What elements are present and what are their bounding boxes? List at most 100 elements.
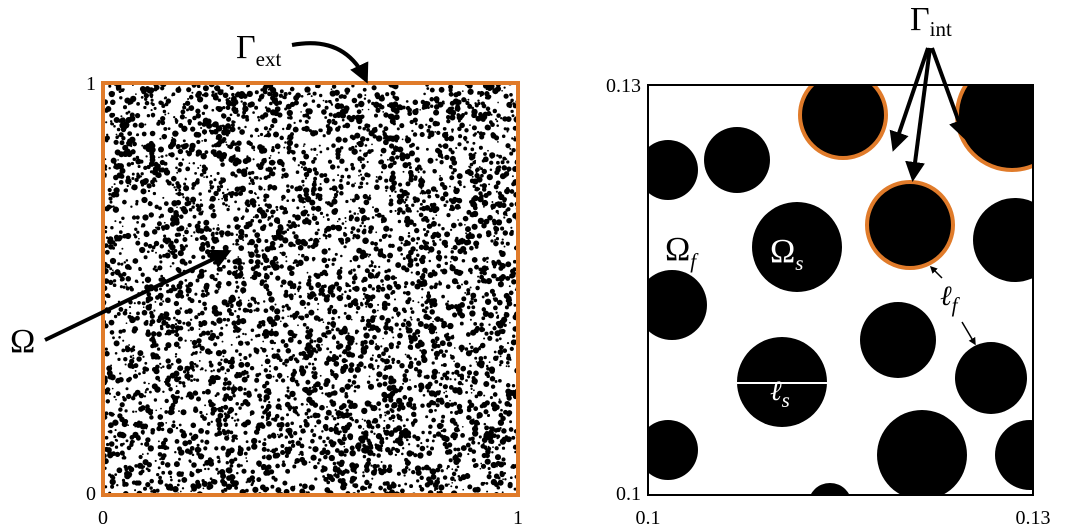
particle (415, 271, 420, 276)
particle (236, 194, 238, 196)
particle (142, 301, 146, 305)
particle (492, 88, 498, 94)
particle (175, 333, 179, 337)
particle (148, 410, 153, 415)
particle (364, 94, 366, 96)
particle (201, 367, 204, 370)
particle (271, 272, 273, 274)
particle (166, 364, 171, 369)
particle (245, 333, 247, 335)
particle (350, 466, 356, 472)
particle (496, 219, 502, 225)
particle (486, 107, 491, 112)
particle (349, 336, 355, 342)
particle (509, 93, 513, 97)
particle (188, 297, 192, 301)
particle (197, 167, 199, 169)
particle (474, 357, 477, 360)
particle (376, 424, 381, 429)
particle (335, 196, 337, 198)
particle (143, 306, 145, 308)
particle (482, 169, 487, 174)
particle (368, 303, 374, 309)
particle (355, 104, 359, 108)
particle (316, 419, 321, 424)
particle (271, 476, 275, 480)
particle (391, 447, 395, 451)
particle (476, 361, 478, 363)
particle (417, 165, 422, 170)
particle (245, 224, 250, 229)
particle (120, 278, 124, 282)
particle (209, 361, 212, 364)
particle (509, 291, 514, 296)
particle (344, 312, 347, 315)
particle (268, 296, 274, 302)
particle (406, 181, 411, 186)
particle (235, 239, 239, 243)
particle (104, 206, 109, 211)
particle (391, 414, 396, 419)
particle (461, 97, 466, 102)
particle (450, 485, 452, 487)
particle (472, 380, 474, 382)
particle (327, 330, 332, 335)
particle (498, 461, 504, 467)
particle (313, 177, 317, 181)
particle (196, 113, 201, 118)
particle (327, 322, 330, 325)
particle (147, 114, 150, 117)
particle (431, 188, 433, 190)
particle (199, 360, 201, 362)
particle (378, 176, 383, 181)
particle (303, 206, 305, 208)
particle (242, 333, 244, 335)
particle (266, 419, 268, 421)
particle (493, 326, 496, 329)
particle (364, 98, 366, 100)
particle (260, 210, 266, 216)
particle (372, 287, 375, 290)
particle (483, 395, 485, 397)
particle (403, 433, 409, 439)
particle (123, 357, 127, 361)
particle (413, 100, 418, 105)
particle (175, 121, 178, 124)
particle (487, 474, 492, 479)
particle (139, 455, 143, 459)
particle (375, 127, 377, 129)
particle (319, 272, 323, 276)
particle (495, 380, 498, 383)
particle (294, 357, 298, 361)
particle (115, 439, 118, 442)
particle (178, 336, 183, 341)
particle (428, 409, 433, 414)
particle (175, 356, 177, 358)
particle (443, 384, 448, 389)
particle (168, 387, 173, 392)
particle (300, 239, 306, 245)
particle (136, 281, 138, 283)
particle (294, 461, 297, 464)
particle (490, 396, 493, 399)
particle (327, 119, 332, 124)
particle (216, 336, 220, 340)
particle (326, 124, 330, 128)
particle (426, 402, 431, 407)
particle (176, 427, 178, 429)
particle (510, 110, 513, 113)
particle (432, 369, 438, 375)
particle (130, 206, 132, 208)
particle (136, 134, 138, 136)
particle (173, 186, 175, 188)
particle (285, 402, 291, 408)
particle (441, 295, 445, 299)
particle (412, 153, 414, 155)
particle (358, 186, 361, 189)
particle (282, 362, 285, 365)
particle (313, 241, 319, 247)
particle (126, 151, 132, 157)
particle (433, 121, 439, 127)
particle (494, 184, 499, 189)
particle (430, 447, 434, 451)
